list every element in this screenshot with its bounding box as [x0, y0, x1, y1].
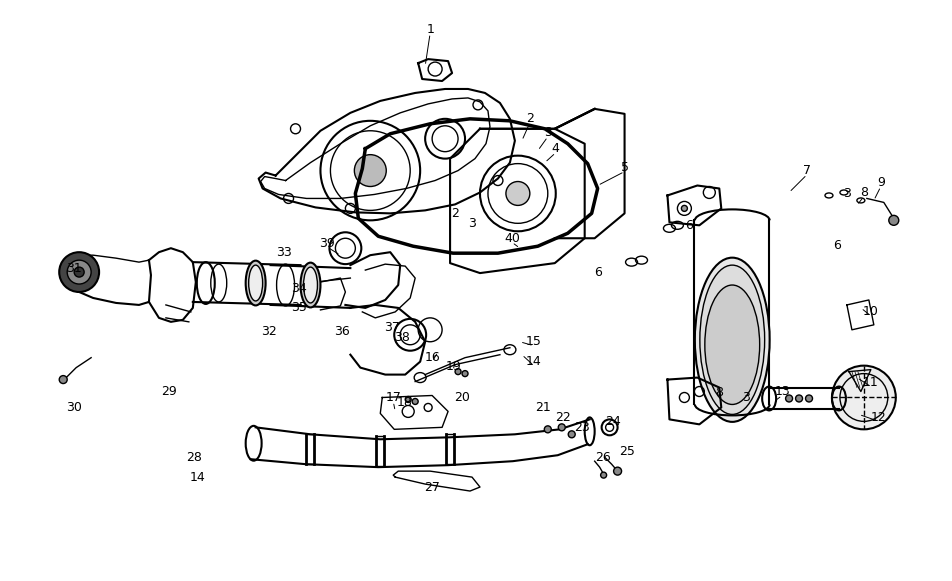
Circle shape — [784, 395, 792, 402]
Text: 30: 30 — [67, 401, 82, 414]
Circle shape — [354, 155, 386, 187]
Text: 37: 37 — [384, 321, 400, 334]
Text: 13: 13 — [773, 385, 789, 398]
Text: 6: 6 — [832, 239, 840, 252]
Circle shape — [68, 260, 91, 284]
Text: 29: 29 — [161, 385, 176, 398]
Text: 19: 19 — [445, 360, 461, 373]
Text: 33: 33 — [275, 246, 291, 259]
Text: 16: 16 — [424, 351, 440, 364]
Text: 3: 3 — [544, 126, 551, 139]
Text: 35: 35 — [290, 302, 307, 314]
Ellipse shape — [246, 261, 266, 306]
Text: 2: 2 — [450, 207, 459, 220]
Text: 36: 36 — [334, 325, 350, 338]
Circle shape — [681, 206, 686, 211]
Circle shape — [804, 395, 812, 402]
Text: 26: 26 — [594, 451, 610, 464]
Text: 15: 15 — [526, 335, 541, 348]
Text: 39: 39 — [319, 236, 335, 250]
Text: 17: 17 — [385, 391, 401, 404]
Text: 18: 18 — [396, 396, 411, 409]
Circle shape — [888, 216, 898, 225]
Circle shape — [613, 467, 621, 475]
Text: 14: 14 — [189, 471, 206, 483]
Text: 25: 25 — [619, 444, 635, 458]
Text: 22: 22 — [554, 411, 570, 424]
Text: 14: 14 — [526, 355, 541, 368]
Text: 2: 2 — [526, 112, 533, 125]
Text: 3: 3 — [467, 217, 475, 230]
Ellipse shape — [699, 265, 764, 414]
Text: 11: 11 — [863, 376, 878, 389]
Circle shape — [831, 365, 895, 429]
Text: 31: 31 — [67, 261, 82, 275]
Circle shape — [74, 267, 84, 277]
Text: 27: 27 — [424, 480, 440, 493]
Text: 1: 1 — [426, 23, 433, 36]
Text: 3: 3 — [843, 187, 850, 200]
Circle shape — [544, 426, 550, 433]
Circle shape — [412, 399, 418, 404]
Text: 34: 34 — [290, 282, 307, 295]
Text: 8: 8 — [859, 186, 867, 199]
Text: 28: 28 — [186, 451, 202, 464]
Circle shape — [795, 395, 802, 402]
Text: 24: 24 — [605, 415, 620, 428]
Ellipse shape — [303, 267, 317, 303]
Text: 6: 6 — [684, 219, 693, 232]
Text: 7: 7 — [803, 164, 810, 177]
Text: 6: 6 — [593, 266, 601, 278]
Circle shape — [405, 396, 410, 403]
Text: 5: 5 — [620, 161, 628, 174]
Circle shape — [558, 424, 565, 431]
Circle shape — [567, 431, 575, 438]
Circle shape — [59, 375, 68, 383]
Text: 40: 40 — [504, 232, 519, 245]
Text: 21: 21 — [534, 401, 550, 414]
Circle shape — [506, 181, 529, 206]
Ellipse shape — [300, 263, 320, 307]
Ellipse shape — [248, 265, 263, 301]
Text: 38: 38 — [394, 331, 409, 345]
Circle shape — [59, 252, 99, 292]
Text: 10: 10 — [862, 306, 878, 318]
Ellipse shape — [704, 285, 759, 404]
Text: 9: 9 — [876, 176, 883, 189]
Circle shape — [455, 368, 461, 375]
Text: 12: 12 — [870, 411, 885, 424]
Text: 4: 4 — [551, 142, 559, 155]
Ellipse shape — [694, 257, 769, 422]
Text: 32: 32 — [261, 325, 276, 338]
Circle shape — [462, 371, 467, 376]
Circle shape — [600, 472, 606, 478]
Text: 3: 3 — [742, 391, 749, 404]
Text: 23: 23 — [573, 421, 589, 434]
Text: 20: 20 — [454, 391, 469, 404]
Text: 8: 8 — [715, 386, 723, 399]
